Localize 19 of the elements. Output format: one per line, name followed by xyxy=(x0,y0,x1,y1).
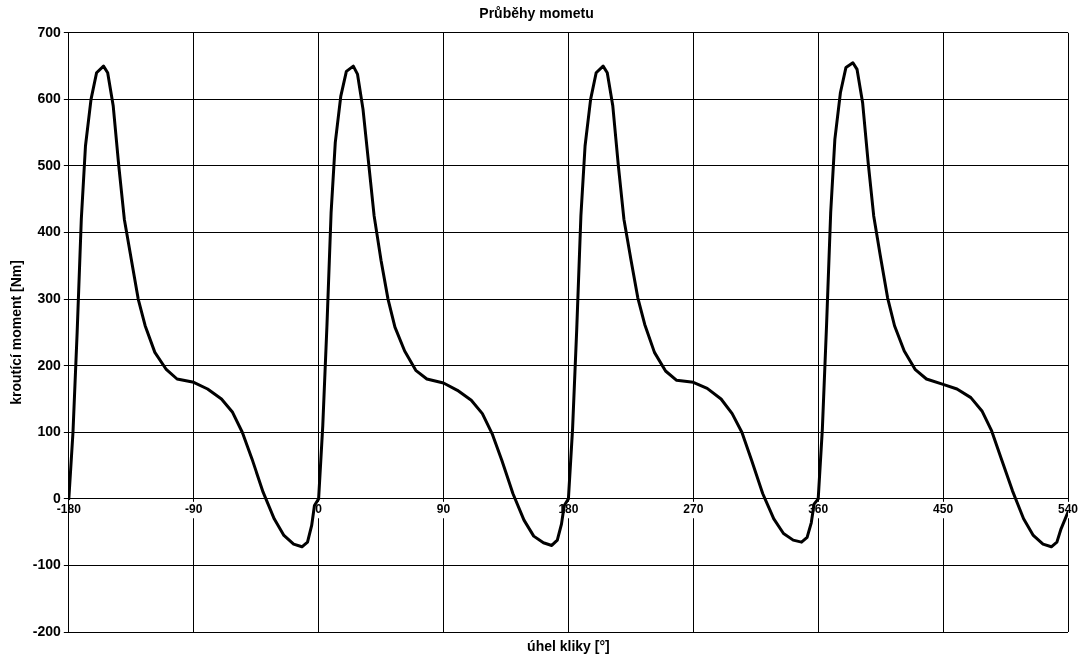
y-tick-label: -100 xyxy=(32,556,62,573)
x-tick-label: 540 xyxy=(1057,502,1079,517)
y-tick-label: -200 xyxy=(32,622,62,639)
chart-title: Průběhy mometu xyxy=(479,5,594,22)
y-tick-label: 100 xyxy=(37,423,62,440)
x-tick-label: 0 xyxy=(315,502,323,517)
y-axis-title: kroutící moment [Nm] xyxy=(8,260,25,405)
x-tick-label: 450 xyxy=(933,502,954,517)
y-tick-label: 500 xyxy=(37,156,62,173)
x-tick-label: 90 xyxy=(436,502,451,517)
y-tick-label: 600 xyxy=(37,90,62,107)
y-tick-label: 400 xyxy=(37,223,62,240)
y-tick-label: 0 xyxy=(53,489,62,506)
x-axis-title: úhel kliky [°] xyxy=(527,637,610,654)
y-tick-label: 700 xyxy=(37,23,62,40)
x-tick-label: -90 xyxy=(185,502,203,517)
y-tick-label: 300 xyxy=(37,289,62,306)
x-tick-label: 270 xyxy=(683,502,704,517)
y-tick-label: 200 xyxy=(37,356,62,373)
